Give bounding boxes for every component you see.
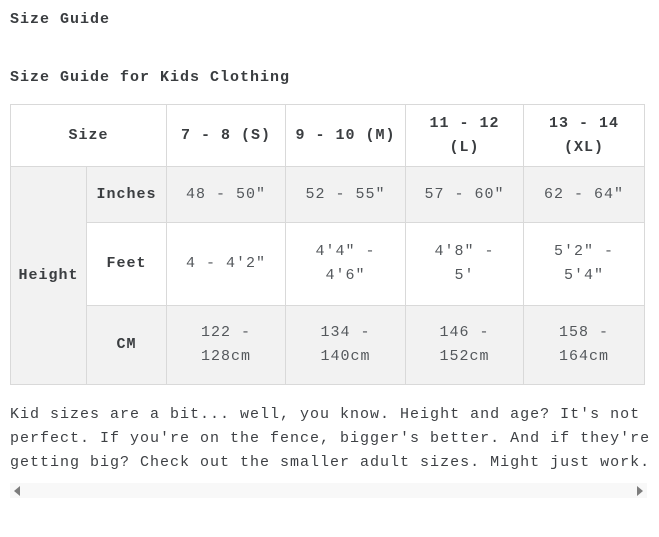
table-row-cm: CM 122 - 128cm 134 - 140cm 146 - 152cm 1… — [11, 305, 646, 385]
cell-feet-l: 4'8" - 5' — [405, 222, 525, 306]
size-header-m: 9 - 10 (M) — [285, 104, 407, 167]
scroll-right-triangle-icon[interactable] — [637, 485, 643, 496]
cell-inches-m: 52 - 55" — [285, 166, 407, 223]
size-header-s: 7 - 8 (S) — [166, 104, 287, 167]
cell-feet-s: 4 - 4'2" — [166, 222, 287, 306]
size-header-l: 11 - 12 (L) — [405, 104, 525, 167]
cell-cm-s: 122 - 128cm — [166, 305, 287, 385]
cell-feet-xl: 5'2" - 5'4" — [523, 222, 646, 306]
size-guide-table: Size 7 - 8 (S) 9 - 10 (M) 11 - 12 (L) 13… — [9, 104, 646, 385]
table-row-feet: Feet 4 - 4'2" 4'4" - 4'6" 4'8" - 5' 5'2"… — [11, 222, 646, 306]
table-header-row: Size 7 - 8 (S) 9 - 10 (M) 11 - 12 (L) 13… — [9, 104, 646, 167]
corner-header-size: Size — [9, 104, 168, 167]
row-label-inches: Inches — [85, 166, 168, 223]
section-heading: Size Guide for Kids Clothing — [10, 69, 291, 86]
horizontal-scrollbar[interactable] — [10, 483, 647, 498]
cell-inches-xl: 62 - 64" — [523, 166, 646, 223]
sizing-note-text: Kid sizes are a bit... well, you know. H… — [10, 406, 651, 471]
size-header-xl: 13 - 14 (XL) — [523, 104, 646, 167]
scrollbar-track[interactable] — [20, 483, 637, 498]
cell-inches-s: 48 - 50" — [166, 166, 287, 223]
cell-feet-m: 4'4" - 4'6" — [285, 222, 407, 306]
row-label-feet: Feet — [85, 222, 168, 306]
cell-cm-xl: 158 - 164cm — [523, 305, 646, 385]
cell-cm-m: 134 - 140cm — [285, 305, 407, 385]
table-row-inches: Height Inches 48 - 50" 52 - 55" 57 - 60"… — [10, 166, 646, 385]
page-title: Size Guide — [10, 11, 111, 28]
cell-inches-l: 57 - 60" — [405, 166, 525, 223]
row-group-label-height: Height — [10, 166, 87, 385]
scroll-left-triangle-icon[interactable] — [14, 485, 20, 496]
row-label-cm: CM — [85, 305, 168, 385]
cell-cm-l: 146 - 152cm — [405, 305, 525, 385]
